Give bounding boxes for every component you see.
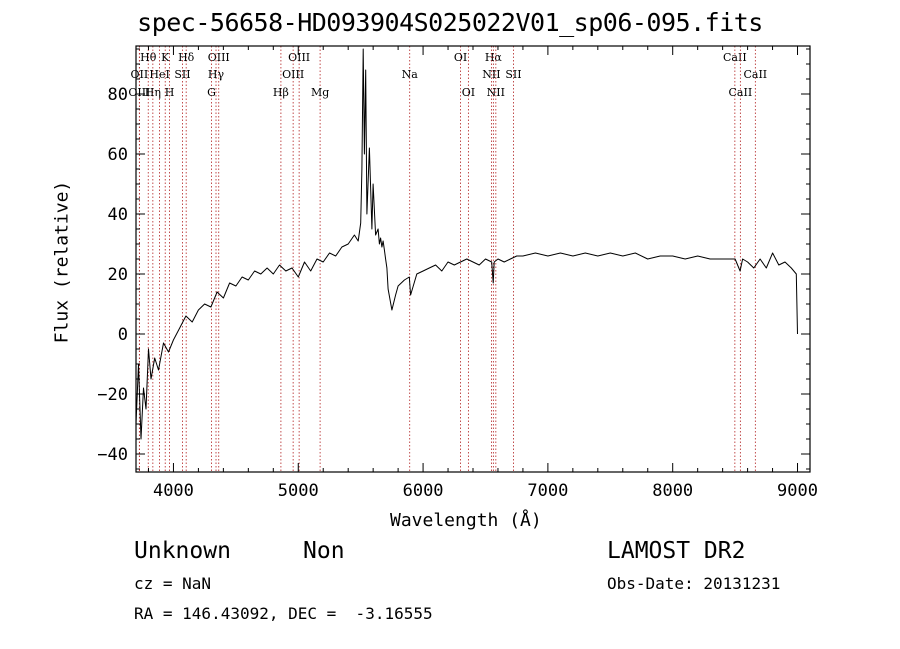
x-tick-label-3: 7000 (527, 481, 568, 501)
obs-date: Obs-Date: 20131231 (607, 574, 781, 593)
coordinates: RA = 146.43092, DEC = -3.16555 (134, 604, 433, 623)
marker-label-18: OI (462, 86, 475, 99)
y-tick-label-3: 20 (108, 265, 128, 285)
y-tick-label-4: 40 (108, 205, 128, 225)
chart-title: spec-56658-HD093904S025022V01_sp06-095.f… (137, 8, 763, 37)
y-tick-label-5: 60 (108, 145, 128, 165)
marker-label-24: CaII (743, 68, 767, 81)
marker-label-2: OIII (128, 86, 150, 99)
y-tick-label-0: −40 (97, 445, 128, 465)
x-tick-label-2: 6000 (403, 481, 444, 501)
marker-label-6: SII (174, 68, 190, 81)
y-axis-label: Flux (relative) (51, 180, 73, 344)
marker-label-19: Hα (485, 51, 503, 64)
marker-label-9: OIII (208, 51, 230, 64)
y-tick-label-1: −20 (97, 385, 128, 405)
object-subclass: Non (303, 538, 345, 564)
marker-label-3: HeI (149, 68, 169, 81)
marker-label-4: Hη (145, 86, 161, 99)
y-tick-label-2: 0 (118, 325, 128, 345)
x-tick-label-0: 4000 (153, 481, 194, 501)
marker-label-16: Na (402, 68, 419, 81)
marker-label-8: Hδ (178, 51, 195, 64)
object-class: Unknown (134, 538, 231, 564)
marker-label-25: CaII (729, 86, 753, 99)
marker-label-22: NII (487, 86, 505, 99)
marker-label-15: Mg (311, 86, 329, 99)
marker-label-12: Hβ (273, 86, 289, 99)
marker-label-17: OI (454, 51, 467, 64)
survey-name: LAMOST DR2 (607, 538, 746, 564)
marker-label-10: Hγ (208, 68, 225, 81)
x-axis-label: Wavelength (Å) (390, 510, 542, 531)
marker-label-0: Hθ (140, 51, 157, 64)
x-tick-label-4: 8000 (652, 481, 693, 501)
marker-label-21: SII (505, 68, 521, 81)
redshift-cz: cz = NaN (134, 574, 212, 593)
x-tick-label-5: 9000 (777, 481, 818, 501)
marker-label-5: K (161, 51, 170, 64)
axis-ticks: 4000 5000 6000 7000 8000 9000 −40 −20 0 20 40 60 80 (97, 46, 818, 501)
spectrum-series (135, 48, 798, 440)
marker-label-14: OIII (282, 68, 304, 81)
marker-label-23: CaII (723, 51, 747, 64)
x-tick-label-1: 5000 (278, 481, 319, 501)
marker-label-20: NII (482, 68, 500, 81)
y-tick-label-6: 80 (108, 85, 128, 105)
marker-label-13: OIII (288, 51, 310, 64)
spectrum-line-0 (135, 48, 798, 440)
marker-label-7: H (165, 86, 175, 99)
marker-label-11: G (207, 86, 216, 99)
